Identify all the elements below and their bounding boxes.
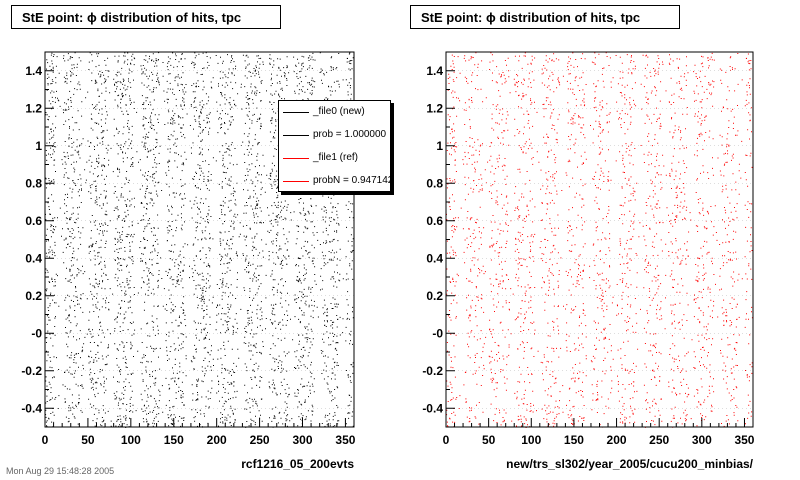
x-tick-label: 200 bbox=[607, 433, 627, 447]
timestamp-footer: Mon Aug 29 15:48:28 2005 bbox=[6, 466, 115, 476]
x-tick-label: 50 bbox=[81, 433, 95, 447]
chart-panel-1: 0 50 100 150 200 250 300 350 -0.4 -0.2 -0 0.2 0.4 0.6… bbox=[422, 51, 755, 471]
x-tick-label: 250 bbox=[649, 433, 669, 447]
y-tick-label: 0.2 bbox=[426, 289, 443, 303]
legend-line-icon bbox=[283, 135, 309, 136]
legend-label: probN = 0.947142 bbox=[313, 175, 391, 186]
x-tick-label: 250 bbox=[250, 433, 270, 447]
x-axis-label: new/trs_sl302/year_2005/cucu200_minbias/ bbox=[506, 457, 753, 471]
y-tick-label: -0.4 bbox=[21, 401, 42, 415]
legend-line-icon bbox=[283, 158, 309, 159]
x-tick-label: 0 bbox=[443, 433, 450, 447]
legend-entry-file1: _file1 (ref) bbox=[279, 147, 390, 170]
y-tick-label: -0.2 bbox=[422, 364, 443, 378]
x-tick-label: 350 bbox=[335, 433, 355, 447]
legend-label: _file0 (new) bbox=[313, 106, 365, 117]
chart-title-left: StE point: ϕ distribution of hits, tpc bbox=[11, 5, 281, 29]
y-tick-label: 1.4 bbox=[426, 64, 443, 78]
y-tick-label: 0.6 bbox=[25, 214, 42, 228]
legend-line-icon bbox=[283, 181, 309, 182]
chart-title-right: StE point: ϕ distribution of hits, tpc bbox=[410, 5, 680, 29]
y-tick-label: 1.4 bbox=[25, 64, 42, 78]
y-tick-label: 1 bbox=[436, 139, 443, 153]
x-tick-label: 100 bbox=[521, 433, 541, 447]
y-tick-label: 1.2 bbox=[25, 101, 42, 115]
x-tick-label: 0 bbox=[42, 433, 49, 447]
legend-entry-prob: prob = 1.000000 bbox=[279, 124, 390, 147]
legend-label: prob = 1.000000 bbox=[313, 129, 387, 140]
x-tick-label: 100 bbox=[121, 433, 141, 447]
y-tick-label: 0.8 bbox=[426, 176, 443, 190]
x-tick-label: 50 bbox=[482, 433, 496, 447]
x-tick-label: 300 bbox=[292, 433, 312, 447]
legend: _file0 (new) prob = 1.000000 _file1 (ref… bbox=[278, 100, 391, 192]
y-tick-label: 0.4 bbox=[25, 251, 42, 265]
x-tick-label: 150 bbox=[164, 433, 184, 447]
y-tick-label: -0.2 bbox=[21, 364, 42, 378]
legend-line-icon bbox=[283, 112, 309, 113]
y-tick-label: -0.4 bbox=[422, 401, 443, 415]
legend-label: _file1 (ref) bbox=[313, 152, 359, 163]
y-tick-label: -0 bbox=[432, 326, 443, 340]
x-tick-label: 150 bbox=[564, 433, 584, 447]
x-tick-label: 350 bbox=[734, 433, 754, 447]
y-tick-label: 1.2 bbox=[426, 101, 443, 115]
y-tick-label: 1 bbox=[35, 139, 42, 153]
x-axis-label: rcf1216_05_200evts bbox=[241, 457, 354, 471]
x-tick-label: 200 bbox=[207, 433, 227, 447]
legend-entry-file0: _file0 (new) bbox=[279, 101, 390, 124]
y-tick-label: 0.4 bbox=[426, 251, 443, 265]
y-tick-label: 0.2 bbox=[25, 289, 42, 303]
y-tick-label: 0.6 bbox=[426, 214, 443, 228]
y-tick-label: 0.8 bbox=[25, 176, 42, 190]
y-tick-label: -0 bbox=[31, 326, 42, 340]
legend-entry-probn: probN = 0.947142 bbox=[279, 170, 391, 191]
x-tick-label: 300 bbox=[692, 433, 712, 447]
